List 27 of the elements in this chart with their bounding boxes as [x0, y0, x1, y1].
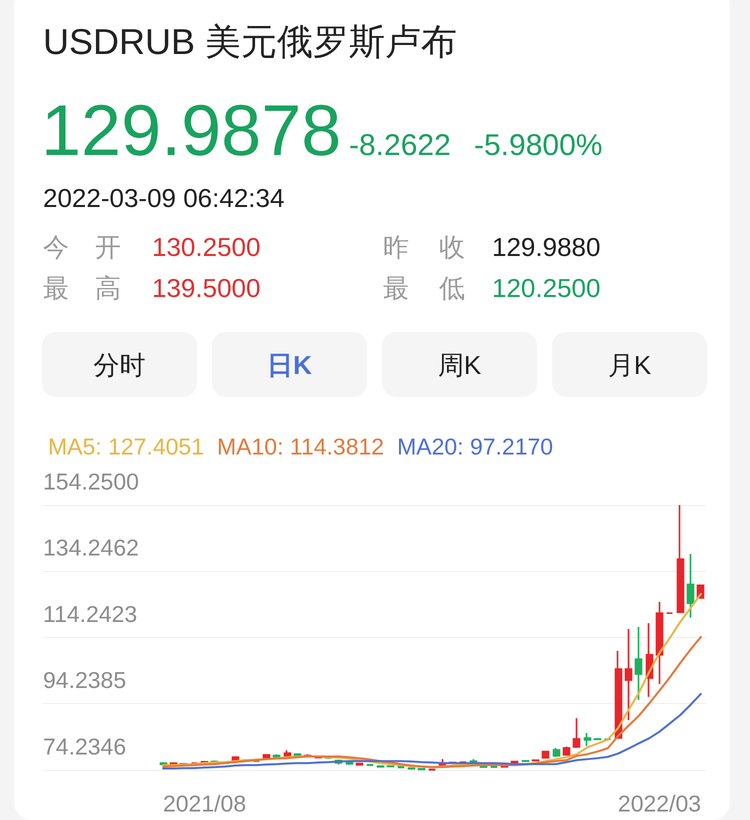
text: 129.9880 [492, 232, 600, 262]
y-tick-label: 94.2385 [43, 667, 126, 694]
text: MA20: 97.2170 [397, 434, 554, 460]
text: 最低 [383, 273, 465, 303]
tab-button: 分时 [42, 332, 197, 397]
text: 129.9878 [41, 91, 342, 171]
tab-button: 月K [552, 332, 707, 397]
text: 今开 [43, 232, 121, 262]
x-tick-label: 2022/03 [618, 790, 702, 816]
text: -5.9800% [474, 129, 602, 162]
text: 120.2500 [492, 273, 600, 303]
text: MA10: 114.3812 [217, 434, 384, 460]
y-tick-label: 74.2346 [43, 734, 126, 760]
x-tick-label: 2021/08 [162, 790, 246, 816]
text: 130.2500 [152, 232, 260, 262]
text: MA5: 127.4051 [48, 434, 204, 460]
text: -8.2622 [349, 129, 451, 162]
text: 2022-03-09 06:42:34 [43, 183, 284, 213]
y-tick-label: 134.2462 [43, 534, 139, 561]
text: 最高 [43, 273, 121, 303]
y-tick-label: 114.2423 [43, 601, 138, 627]
tab-button: 周K [382, 332, 537, 397]
text: 139.5000 [152, 273, 260, 303]
y-tick-label: 154.2500 [43, 468, 139, 494]
text: 昨收 [383, 232, 465, 262]
tab-button: 日K [212, 332, 367, 397]
chart-title: USDRUB 美元俄罗斯卢布 [43, 21, 458, 62]
